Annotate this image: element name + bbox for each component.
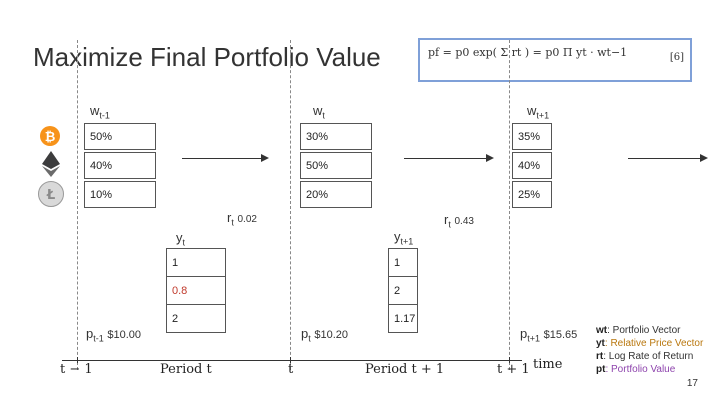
transition-arrow (628, 154, 708, 162)
legend-item: yt: Relative Price Vector (596, 338, 704, 349)
w-next-cell-ethereum: 40% (512, 152, 552, 179)
w-prev-label: wt-1 (90, 103, 110, 121)
w-next-label: wt+1 (527, 103, 550, 121)
axis-label-period-t-plus-1: Period t + 1 (365, 362, 445, 377)
divider-t-plus-1 (509, 40, 510, 370)
y-next-cell-ethereum: 2 (388, 276, 418, 304)
svg-text:Ł: Ł (46, 188, 55, 203)
r-next-label: rt 0.43 (444, 212, 474, 230)
tick-t-plus-1 (509, 357, 510, 363)
tick-t (290, 357, 291, 363)
transition-arrow (404, 154, 494, 162)
tick-t-minus-1 (77, 357, 78, 363)
w-curr-cell-bitcoin: 30% (300, 123, 372, 150)
p-next-label: pt+1 $15.65 (520, 326, 578, 344)
legend: wt: Portfolio Vector yt: Relative Price … (596, 324, 703, 376)
axis-label-t: t (288, 362, 294, 377)
transition-arrow (182, 154, 269, 162)
axis-label-period-t: Period t (160, 362, 212, 377)
axis-label-t-minus-1: t − 1 (60, 362, 93, 377)
w-curr-cell-litecoin: 20% (300, 181, 372, 208)
p-curr-label: pt $10.20 (301, 326, 349, 344)
legend-item: wt: Portfolio Vector (596, 325, 681, 336)
legend-item: pt: Portfolio Value (596, 364, 676, 375)
w-prev-cell-litecoin: 10% (84, 181, 156, 208)
legend-item: rt: Log Rate of Return (596, 351, 694, 362)
w-prev-cell-ethereum: 40% (84, 152, 156, 179)
r-t-label: rt 0.02 (227, 210, 257, 228)
litecoin-icon: Ł (38, 181, 64, 207)
formula-tag: [6] (669, 52, 684, 63)
y-t-cell-bitcoin: 1 (166, 248, 226, 276)
w-next-cell-litecoin: 25% (512, 181, 552, 208)
bitcoin-icon: ₿ (40, 126, 60, 146)
axis-label-time: time (533, 357, 563, 372)
formula-box: pf = p0 exp( Σ rt ) = p0 Π yt · wt−1 [6] (418, 38, 692, 82)
w-curr-cell-ethereum: 50% (300, 152, 372, 179)
divider-t (290, 40, 291, 370)
ethereum-icon (42, 151, 60, 177)
page-number: 17 (686, 378, 698, 389)
w-curr-label: wt (313, 103, 325, 121)
divider-t-minus-1 (77, 40, 78, 370)
slide-title: Maximize Final Portfolio Value (33, 42, 381, 72)
formula-text: pf = p0 exp( Σ rt ) = p0 Π yt · wt−1 (428, 46, 628, 59)
p-prev-label: pt-1 $10.00 (86, 326, 142, 344)
y-t-label: yt (176, 230, 186, 248)
y-t-cell-ethereum: 0.8 (166, 276, 226, 304)
w-next-cell-bitcoin: 35% (512, 123, 552, 150)
time-axis (62, 360, 522, 361)
w-prev-cell-bitcoin: 50% (84, 123, 156, 150)
svg-text:₿: ₿ (45, 130, 56, 145)
y-next-label: yt+1 (394, 229, 414, 247)
axis-label-t-plus-1: t + 1 (497, 362, 530, 377)
y-next-cell-litecoin: 1.17 (388, 304, 418, 333)
y-next-cell-bitcoin: 1 (388, 248, 418, 276)
y-t-cell-litecoin: 2 (166, 304, 226, 333)
